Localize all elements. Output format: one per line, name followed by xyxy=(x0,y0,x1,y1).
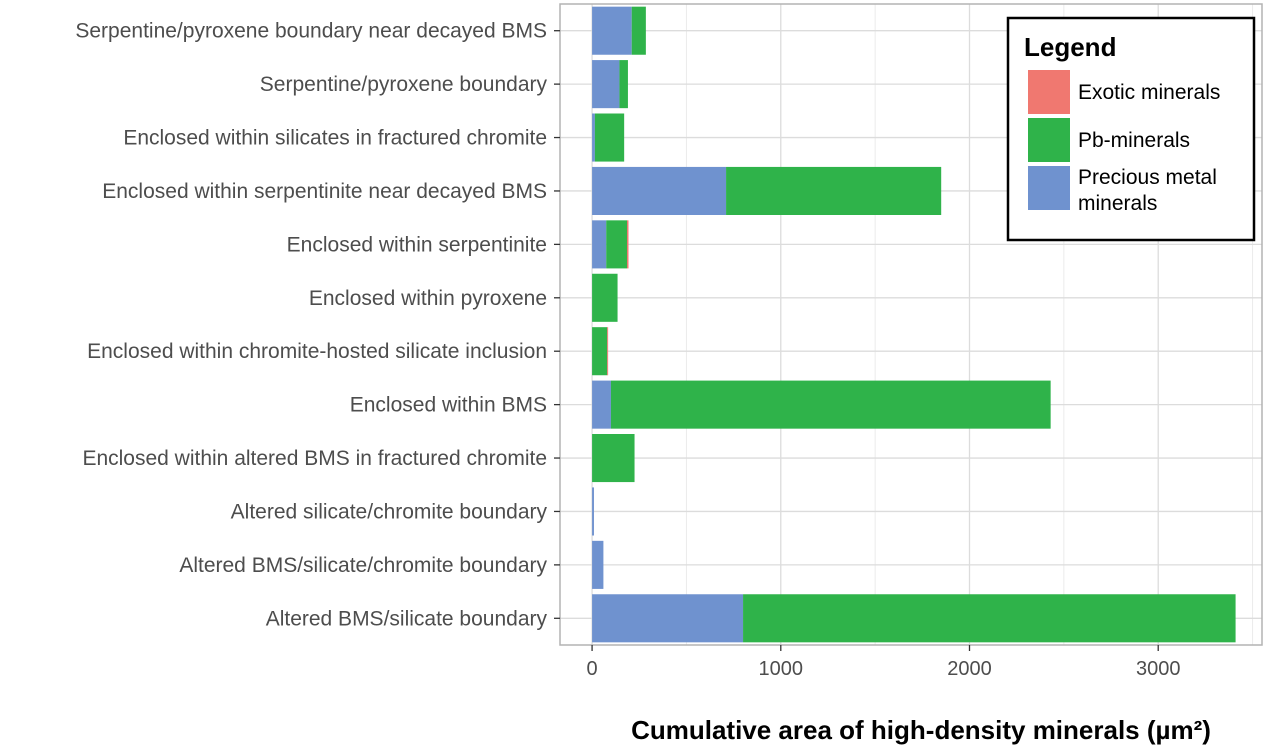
y-tick-label: Serpentine/pyroxene boundary xyxy=(260,73,548,96)
x-tick-label: 1000 xyxy=(759,658,804,680)
y-tick-label: Altered silicate/chromite boundary xyxy=(231,500,548,523)
legend-label: Exotic minerals xyxy=(1078,81,1220,104)
y-tick-label: Serpentine/pyroxene boundary near decaye… xyxy=(75,20,547,43)
y-tick-label: Enclosed within altered BMS in fractured… xyxy=(82,447,547,470)
x-tick-label: 0 xyxy=(587,658,598,680)
y-tick-label: Enclosed within pyroxene xyxy=(309,287,547,310)
bar-segment xyxy=(592,113,595,162)
y-tick-label: Altered BMS/silicate/chromite boundary xyxy=(179,554,547,577)
bar-segment xyxy=(592,6,632,55)
bar-segment xyxy=(592,166,727,215)
bar-segment xyxy=(619,60,628,109)
bar-segment xyxy=(592,220,607,269)
legend-key xyxy=(1028,118,1070,162)
bar-segment xyxy=(610,380,1051,429)
y-tick-label: Enclosed within serpentinite near decaye… xyxy=(102,180,547,203)
bar-segment xyxy=(607,327,609,376)
x-tick-label: 2000 xyxy=(947,658,992,680)
y-tick-label: Enclosed within silicates in fractured c… xyxy=(123,127,547,150)
bar-segment xyxy=(743,594,1236,643)
bar-segment xyxy=(592,594,744,643)
legend-items: Exotic minerals Pb-minerals Precious metal… xyxy=(1028,70,1220,215)
bar-segment xyxy=(592,273,618,322)
x-tick-label: 3000 xyxy=(1136,658,1181,680)
axis-ticks xyxy=(554,30,1159,651)
y-tick-label: Enclosed within chromite-hosted silicate… xyxy=(87,340,547,363)
bar-segment xyxy=(626,220,629,269)
bars xyxy=(592,6,1236,643)
legend-key xyxy=(1028,70,1070,114)
legend: Legend Exotic minerals Pb-minerals Preciou… xyxy=(1006,16,1256,242)
plot-panel-border xyxy=(559,3,1263,646)
x-axis-tick-labels: 0 1000 2000 3000 xyxy=(587,658,1181,680)
legend-title: Legend xyxy=(1024,32,1116,62)
bar-segment xyxy=(594,113,625,162)
y-tick-label: Altered BMS/silicate boundary xyxy=(266,607,548,630)
x-axis-title: Cumulative area of high-density minerals… xyxy=(631,715,1211,745)
bar-segment xyxy=(592,60,620,109)
y-axis-category-labels: Serpentine/pyroxene boundary near decaye… xyxy=(75,20,547,631)
legend-label: Precious metal minerals xyxy=(1078,166,1217,215)
bar-segment xyxy=(631,6,646,55)
bar-segment xyxy=(726,166,942,215)
legend-label: Pb-minerals xyxy=(1078,129,1190,152)
bar-segment xyxy=(592,327,608,376)
bar-segment xyxy=(606,220,627,269)
legend-key xyxy=(1028,166,1070,210)
y-tick-label: Enclosed within BMS xyxy=(350,394,547,417)
bar-segment xyxy=(592,434,635,483)
bar-segment xyxy=(592,487,594,536)
bar-segment xyxy=(592,380,611,429)
bar-segment xyxy=(592,540,604,589)
y-tick-label: Enclosed within serpentinite xyxy=(287,233,547,256)
